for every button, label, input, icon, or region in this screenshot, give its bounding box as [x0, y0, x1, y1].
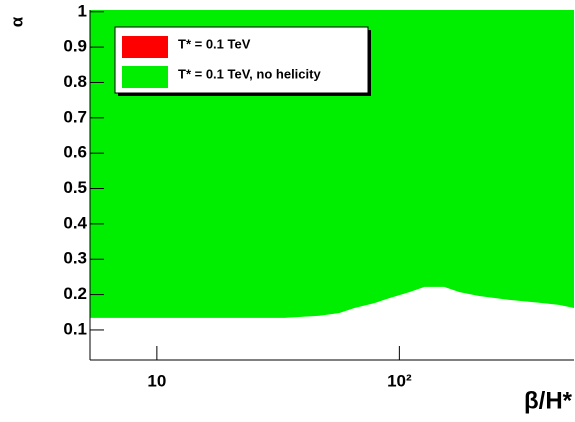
x-axis-label: β/H*: [524, 387, 573, 414]
y-tick-label: 0.6: [63, 143, 87, 162]
legend-swatch: [122, 36, 168, 58]
y-axis-label: α: [7, 16, 26, 27]
legend-label: T* = 0.1 TeV, no helicity: [178, 66, 321, 81]
y-tick-label: 0.2: [63, 284, 87, 303]
legend-label: T* = 0.1 TeV: [178, 36, 251, 51]
y-tick-label: 0.8: [63, 72, 87, 91]
y-tick-label: 0.1: [63, 319, 87, 338]
y-tick-label: 0.4: [63, 213, 87, 232]
y-tick-label: 0.3: [63, 249, 87, 268]
x-tick-label: 10: [147, 371, 166, 390]
y-tick-label: 0.5: [63, 178, 87, 197]
legend-swatch: [122, 66, 168, 88]
y-tick-label: 0.7: [63, 107, 87, 126]
y-tick-label: 1: [78, 1, 87, 20]
y-tick-label: 0.9: [63, 37, 87, 56]
x-tick-label: 10²: [387, 371, 412, 390]
